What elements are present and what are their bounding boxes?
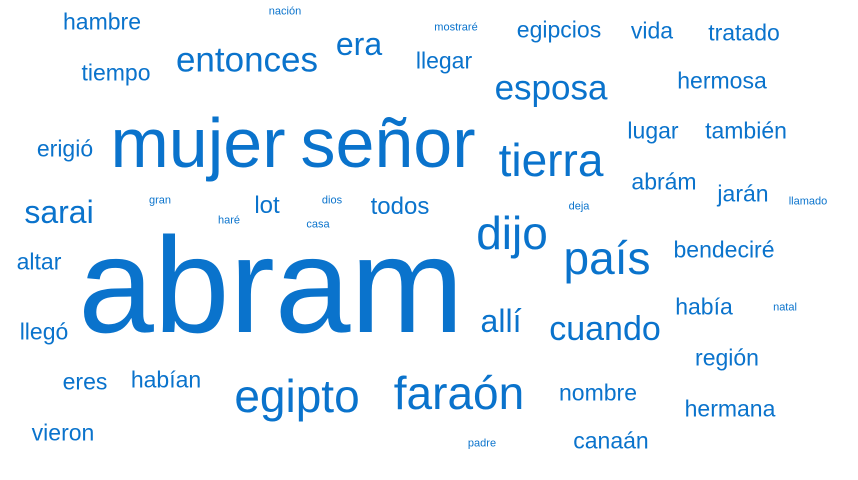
word-mujer: mujer: [110, 104, 286, 182]
word-nombre: nombre: [559, 379, 637, 406]
word-todos: todos: [370, 193, 430, 220]
word-vieron: vieron: [31, 419, 95, 446]
word-senor: señor: [300, 104, 476, 182]
word-nacion: nación: [268, 5, 302, 18]
word-habian: habían: [130, 366, 202, 393]
word-gran: gran: [148, 194, 172, 207]
word-abram-accent: abrám: [631, 168, 697, 195]
word-tratado: tratado: [708, 19, 780, 46]
word-cuando: cuando: [549, 310, 661, 348]
word-jaran: jarán: [717, 180, 769, 207]
word-dios: dios: [321, 194, 343, 207]
word-hare: haré: [217, 214, 241, 227]
word-eres: eres: [62, 368, 108, 395]
word-llamado: llamado: [788, 195, 828, 208]
word-era: era: [335, 26, 383, 62]
word-pais: país: [563, 232, 651, 284]
word-abram: abram: [78, 209, 464, 361]
word-hermana: hermana: [684, 395, 776, 422]
word-entonces: entonces: [175, 40, 319, 80]
word-egipto: egipto: [234, 370, 360, 422]
word-natal: natal: [773, 301, 797, 314]
word-lot: lot: [254, 192, 280, 219]
word-deja: deja: [568, 200, 590, 213]
word-vida: vida: [630, 17, 674, 44]
word-bendecire: bendeciré: [673, 236, 775, 263]
word-mostrare: mostraré: [434, 21, 478, 34]
word-habia: había: [675, 293, 733, 320]
word-hambre: hambre: [63, 8, 141, 35]
word-llego: llegó: [19, 318, 69, 345]
word-egipcios: egipcios: [516, 16, 602, 43]
word-erigio: erigió: [36, 135, 94, 162]
word-canaan: canaán: [573, 427, 649, 454]
word-alli: allí: [480, 303, 522, 339]
word-dijo: dijo: [476, 207, 548, 259]
word-llegar: llegar: [415, 47, 473, 74]
word-tambien: también: [705, 117, 787, 144]
word-tiempo: tiempo: [81, 59, 151, 86]
word-faraon: faraón: [393, 367, 525, 419]
word-casa: casa: [306, 218, 330, 231]
word-lugar: lugar: [627, 117, 679, 144]
word-region: región: [695, 344, 759, 371]
word-esposa: esposa: [494, 68, 608, 108]
word-tierra: tierra: [498, 134, 604, 186]
word-padre: padre: [467, 437, 497, 450]
word-sarai: sarai: [24, 194, 94, 230]
word-hermosa: hermosa: [677, 67, 767, 94]
word-altar: altar: [16, 248, 62, 275]
